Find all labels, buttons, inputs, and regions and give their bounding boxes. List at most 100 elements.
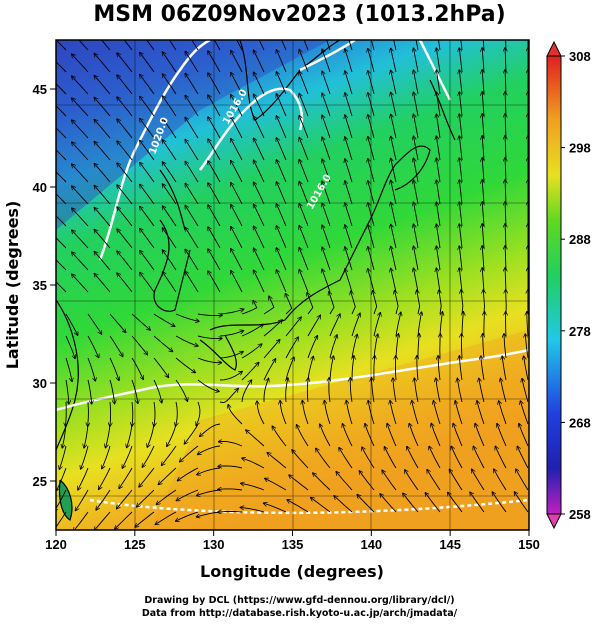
streamline xyxy=(436,70,441,95)
streamline xyxy=(345,93,353,117)
colorbar-tick-label: 288 xyxy=(569,232,591,247)
streamline xyxy=(147,423,155,447)
streamline xyxy=(373,334,378,359)
streamline xyxy=(515,492,529,513)
streamline xyxy=(177,489,199,501)
streamline xyxy=(197,335,222,339)
streamline xyxy=(117,97,133,117)
streamline xyxy=(440,334,441,359)
streamline xyxy=(431,424,441,447)
streamline xyxy=(231,73,243,95)
streamline xyxy=(56,149,67,161)
colorbar-bar xyxy=(546,55,562,515)
streamline xyxy=(414,92,419,117)
streamline xyxy=(286,378,288,403)
streamline xyxy=(65,335,75,358)
streamline xyxy=(502,356,507,381)
streamline xyxy=(56,215,67,227)
streamline xyxy=(115,511,133,529)
streamline xyxy=(343,424,353,447)
streamline xyxy=(311,498,331,513)
streamline xyxy=(56,40,67,51)
colorbar-ticks: 258 268 278 288 298 308 xyxy=(561,49,591,522)
streamline xyxy=(87,313,102,334)
streamline xyxy=(117,75,133,95)
streamline xyxy=(345,115,353,139)
streamline xyxy=(241,301,258,315)
streamline xyxy=(276,270,287,293)
streamline xyxy=(59,445,67,469)
streamline xyxy=(475,424,485,447)
streamline xyxy=(459,180,463,205)
streamline xyxy=(241,363,259,381)
streamline xyxy=(185,162,199,183)
streamline xyxy=(472,469,485,491)
streamline xyxy=(276,72,287,95)
streamline xyxy=(505,246,506,271)
streamline xyxy=(396,356,397,381)
streamline xyxy=(459,70,463,95)
streamline xyxy=(322,269,331,293)
streamline xyxy=(292,450,309,469)
streamline xyxy=(351,291,356,315)
streamline xyxy=(162,445,177,465)
y-tick-label: 25 xyxy=(33,474,47,489)
streamline xyxy=(351,313,360,337)
streamline xyxy=(345,225,353,249)
streamline xyxy=(427,470,441,491)
streamline xyxy=(62,423,67,448)
footer-line-drawing: Drawing by DCL (https://www.gfd-dennou.o… xyxy=(144,595,455,606)
streamline xyxy=(438,356,440,381)
streamline xyxy=(163,250,177,271)
streamline xyxy=(459,268,463,293)
streamline xyxy=(285,317,301,337)
streamline xyxy=(494,469,507,491)
streamline xyxy=(185,423,199,444)
streamline xyxy=(414,48,419,73)
streamline xyxy=(365,424,375,447)
streamline xyxy=(403,493,419,513)
y-axis-ticks: 25 30 35 40 45 xyxy=(33,82,56,489)
streamline xyxy=(254,160,265,183)
streamline xyxy=(263,359,276,381)
streamline xyxy=(505,136,506,161)
streamline xyxy=(339,448,353,469)
streamline xyxy=(72,142,89,161)
streamline xyxy=(198,445,221,454)
streamline xyxy=(322,203,331,227)
streamline xyxy=(241,325,263,337)
streamline xyxy=(482,268,484,293)
streamline xyxy=(434,401,441,425)
streamline xyxy=(159,467,177,484)
streamline xyxy=(345,269,353,293)
streamline xyxy=(57,467,67,490)
streamline xyxy=(264,503,287,513)
streamline xyxy=(231,205,243,227)
streamline xyxy=(254,226,265,249)
streamline xyxy=(345,71,353,95)
streamline xyxy=(297,425,309,447)
streamline xyxy=(362,447,375,469)
streamline xyxy=(482,40,485,51)
streamline xyxy=(286,294,293,315)
streamline xyxy=(176,511,199,521)
streamline xyxy=(473,447,485,469)
streamline xyxy=(391,71,397,95)
streamline xyxy=(185,206,199,227)
streamline xyxy=(142,445,155,467)
streamline xyxy=(254,182,265,205)
streamline xyxy=(414,224,419,249)
streamline xyxy=(417,312,422,337)
streamline xyxy=(285,357,294,381)
streamline xyxy=(163,184,177,205)
streamline xyxy=(140,185,155,205)
streamline xyxy=(373,313,380,337)
streamline xyxy=(153,335,172,351)
colorbar-tick-label: 298 xyxy=(569,141,591,156)
streamline xyxy=(140,97,155,117)
streamline xyxy=(231,183,243,205)
streamline xyxy=(391,49,397,73)
streamline xyxy=(65,313,78,335)
streamline xyxy=(351,335,357,359)
